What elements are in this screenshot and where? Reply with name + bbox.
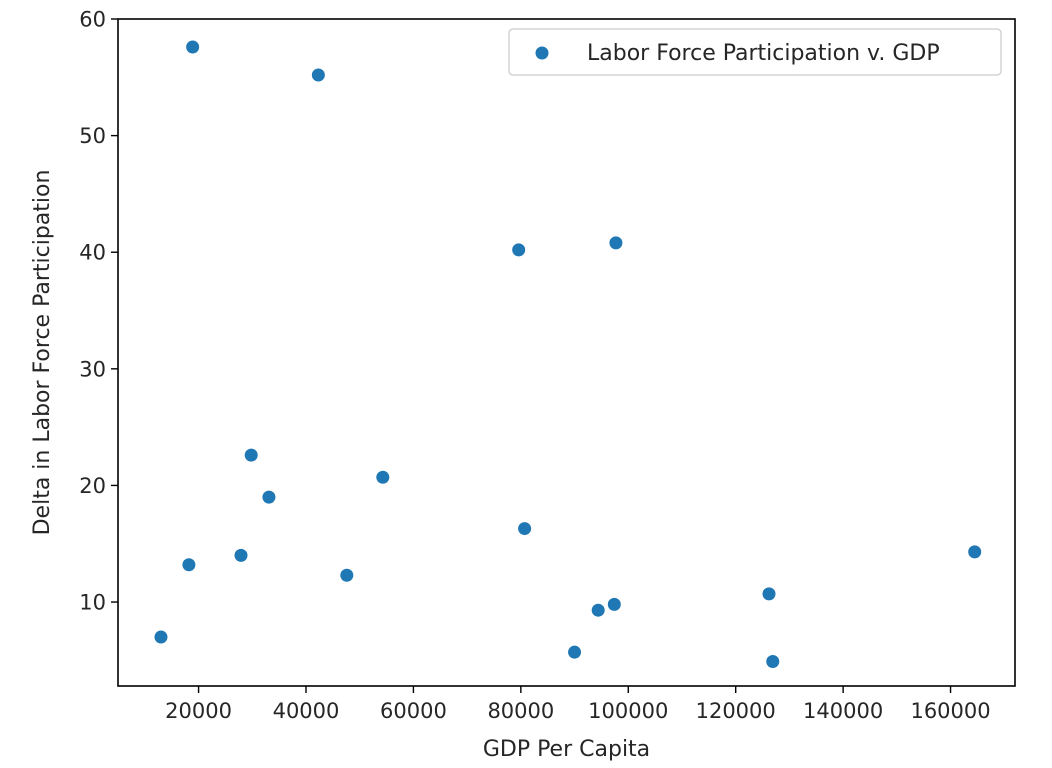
data-point: [182, 558, 196, 572]
data-point: [186, 40, 200, 54]
data-point: [518, 522, 532, 536]
y-tick-label: 40: [79, 241, 106, 265]
data-point: [262, 490, 276, 504]
x-tick-label: 20000: [165, 699, 232, 723]
y-tick-label: 30: [79, 357, 106, 381]
legend-label: Labor Force Participation v. GDP: [587, 41, 940, 66]
x-tick-label: 80000: [487, 699, 554, 723]
y-tick-label: 50: [79, 124, 106, 148]
data-point: [968, 545, 982, 559]
y-tick-label: 60: [79, 8, 106, 32]
x-tick-label: 60000: [380, 699, 447, 723]
data-point: [512, 243, 526, 257]
legend-marker: [535, 46, 549, 60]
data-point: [234, 548, 248, 562]
scatter-points: [154, 40, 982, 669]
data-point: [244, 448, 258, 462]
y-axis-label: Delta in Labor Force Participation: [30, 170, 55, 536]
y-tick-label: 10: [79, 591, 106, 615]
data-point: [607, 597, 621, 611]
data-point: [591, 603, 605, 617]
data-point: [766, 655, 780, 669]
x-tick-label: 40000: [273, 699, 340, 723]
y-axis-ticks: 10 20 30 40 50 60: [79, 8, 118, 615]
x-tick-label: 120000: [696, 699, 776, 723]
data-point: [568, 645, 582, 659]
data-point: [609, 236, 623, 250]
legend: Labor Force Participation v. GDP: [508, 28, 1002, 76]
legend-box: [508, 28, 1002, 76]
data-point: [762, 587, 776, 601]
data-point: [154, 630, 168, 644]
data-point: [311, 68, 325, 82]
data-point: [376, 470, 390, 484]
plot-area-frame: [117, 18, 1016, 687]
x-tick-label: 100000: [588, 699, 668, 723]
x-axis-ticks: 20000 40000 60000 80000 100000 120000 140000 16…: [165, 686, 991, 723]
x-tick-label: 140000: [803, 699, 883, 723]
y-tick-label: 20: [79, 474, 106, 498]
x-axis-label: GDP Per Capita: [483, 737, 650, 762]
data-point: [340, 568, 354, 582]
x-tick-label: 160000: [910, 699, 990, 723]
